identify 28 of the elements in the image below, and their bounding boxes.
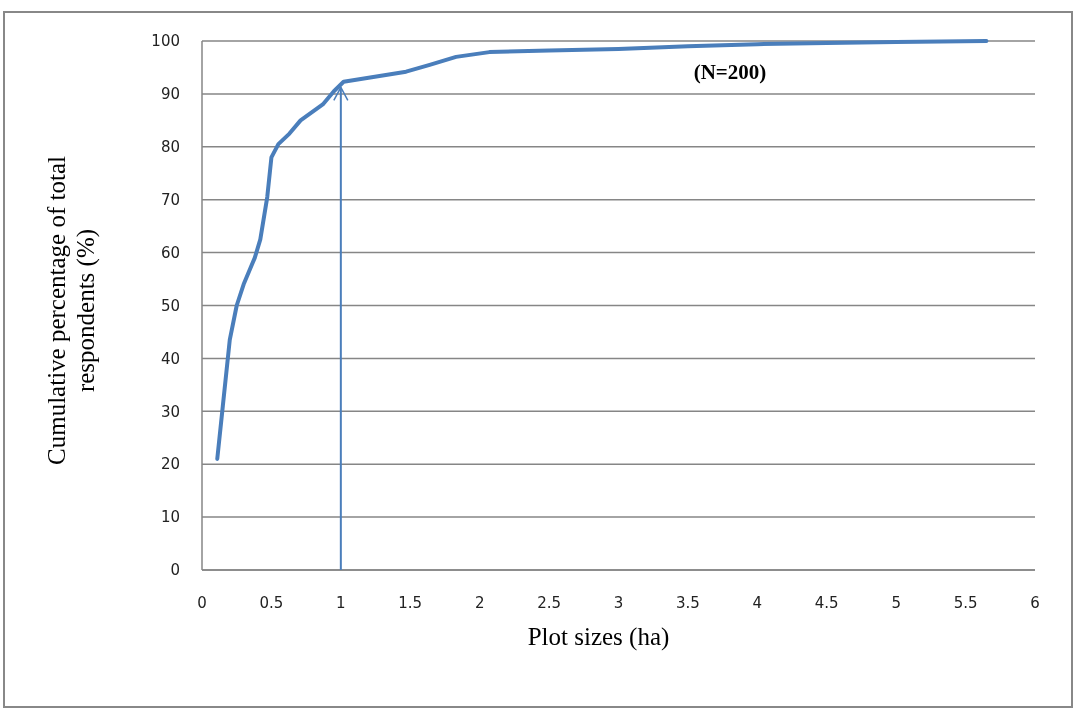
y-axis-title: Cumulative percentage of total respondents (%): [43, 156, 100, 465]
x-tick-label: 6: [1030, 594, 1040, 612]
x-tick-label: 1.5: [398, 594, 423, 612]
x-tick-label: 2: [474, 594, 485, 612]
y-tick-label: 70: [160, 190, 180, 209]
x-tick-label: 3: [613, 594, 624, 612]
x-tick-label: 3.5: [675, 594, 700, 612]
x-tick-label: 0.5: [259, 594, 284, 612]
y-tick-label: 0: [170, 561, 180, 580]
y-tick-label: 100: [151, 32, 180, 51]
x-tick-label: 4: [752, 594, 763, 612]
y-tick-label: 60: [160, 243, 180, 262]
x-tick-label: 2.5: [537, 594, 562, 612]
x-tick-label: 5: [891, 594, 901, 612]
y-tick-label: 20: [160, 455, 180, 474]
y-tick-label: 80: [160, 138, 180, 157]
y-tick-label: 30: [160, 402, 180, 421]
y-tick-label: 40: [160, 349, 180, 368]
annotation: (N=200): [693, 60, 767, 84]
x-tick-label: 4.5: [814, 594, 839, 612]
x-tick-label: 0: [197, 594, 207, 612]
x-tick-label: 5.5: [953, 594, 978, 612]
x-tick-label: 1: [336, 594, 346, 612]
y-tick-label: 10: [160, 508, 180, 527]
y-tick-label: 50: [160, 296, 180, 315]
x-axis-title: Plot sizes (ha): [527, 623, 670, 651]
line-series: [215, 39, 989, 461]
y-tick-label: 90: [160, 85, 180, 104]
